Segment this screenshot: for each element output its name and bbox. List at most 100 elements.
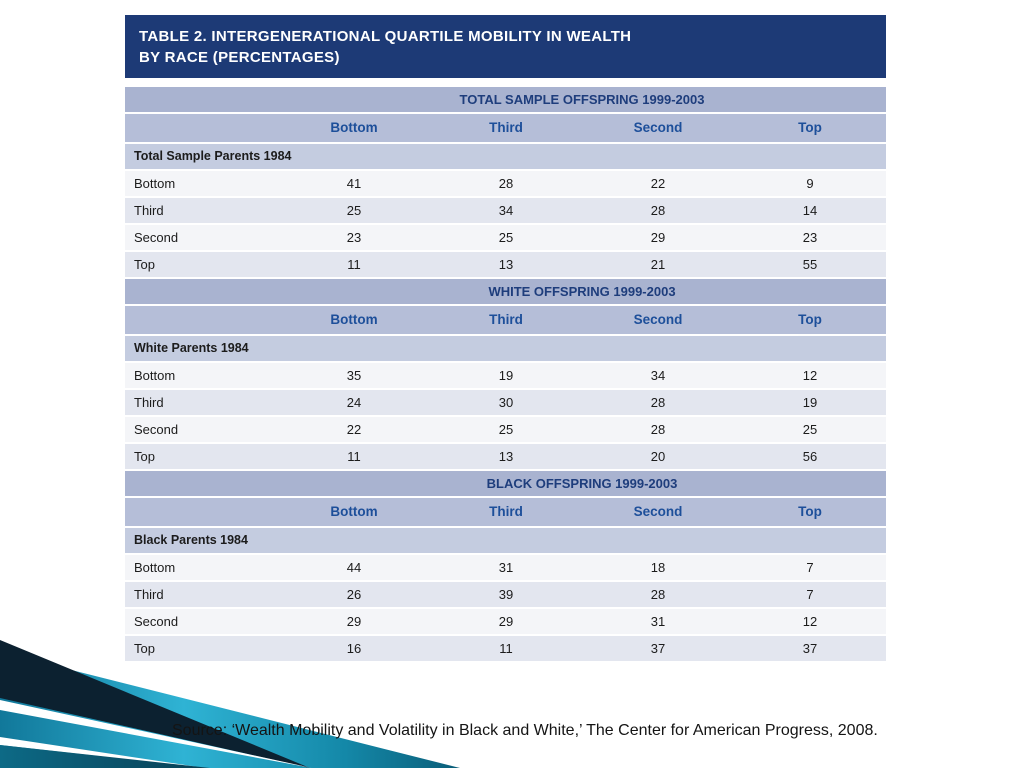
value-cell: 37 (802, 641, 818, 656)
value-cell: 13 (498, 257, 514, 272)
value-cell: 25 (498, 230, 514, 245)
value-cell: 23 (346, 230, 362, 245)
value-cell: 9 (806, 176, 814, 191)
value-cell: 35 (346, 368, 362, 383)
row-label: Bottom (134, 560, 176, 575)
value-cell: 7 (806, 560, 814, 575)
row-label: Bottom (134, 176, 176, 191)
value-cell: 11 (347, 449, 361, 464)
table-title-line2: BY RACE (PERCENTAGES) (139, 49, 340, 66)
section-header: WHITE OFFSPRING 1999-2003 (125, 279, 886, 306)
value-cell: 24 (346, 395, 362, 410)
swoosh-teal-band (0, 652, 460, 768)
table-sections-container: TOTAL SAMPLE OFFSPRING 1999-2003 Bottom Th… (125, 87, 886, 663)
table-title-line1: TABLE 2. INTERGENERATIONAL QUARTILE MOBI… (139, 28, 632, 45)
column-header-row: Bottom Third Second Top (125, 114, 886, 144)
table-row: Top 11 13 20 56 (125, 444, 886, 471)
column-header: Second (633, 120, 683, 135)
column-header-row: Bottom Third Second Top (125, 306, 886, 336)
column-header: Bottom (330, 120, 378, 135)
table-row: Top 11 13 21 55 (125, 252, 886, 279)
row-label: Second (134, 422, 179, 437)
group-label-row: Total Sample Parents 1984 (125, 144, 886, 171)
column-header: Top (798, 312, 822, 327)
value-cell: 29 (498, 614, 514, 629)
column-header: Third (489, 504, 523, 519)
column-header-row: Bottom Third Second Top (125, 498, 886, 528)
table-row: Bottom 35 19 34 12 (125, 363, 886, 390)
value-cell: 13 (498, 449, 514, 464)
column-header: Top (798, 504, 822, 519)
column-header: Third (489, 120, 523, 135)
value-cell: 41 (346, 176, 362, 191)
row-label: Bottom (134, 368, 176, 383)
value-cell: 25 (498, 422, 514, 437)
value-cell: 19 (802, 395, 818, 410)
value-cell: 23 (802, 230, 818, 245)
value-cell: 56 (802, 449, 818, 464)
value-cell: 20 (650, 449, 666, 464)
value-cell: 31 (650, 614, 666, 629)
value-cell: 28 (650, 203, 666, 218)
row-label: Top (134, 257, 155, 272)
swoosh-white-slash (0, 700, 312, 768)
table-row: Second 22 25 28 25 (125, 417, 886, 444)
value-cell: 11 (347, 257, 361, 272)
row-label: Second (134, 230, 179, 245)
section-header: BLACK OFFSPRING 1999-2003 (125, 471, 886, 498)
table-row: Second 23 25 29 23 (125, 225, 886, 252)
value-cell: 30 (498, 395, 514, 410)
value-cell: 7 (806, 587, 814, 602)
value-cell: 18 (650, 560, 666, 575)
value-cell: 37 (650, 641, 666, 656)
value-cell: 21 (650, 257, 666, 272)
value-cell: 12 (802, 614, 818, 629)
table-row: Bottom 44 31 18 7 (125, 555, 886, 582)
value-cell: 31 (498, 560, 514, 575)
mobility-table: TABLE 2. INTERGENERATIONAL QUARTILE MOBI… (125, 15, 886, 663)
swoosh-dark-wedge (0, 640, 310, 768)
row-label: Third (134, 203, 164, 218)
column-header: Bottom (330, 504, 378, 519)
value-cell: 34 (650, 368, 666, 383)
table-row: Third 26 39 28 7 (125, 582, 886, 609)
value-cell: 19 (498, 368, 514, 383)
value-cell: 22 (650, 176, 666, 191)
value-cell: 14 (802, 203, 818, 218)
swoosh-teal-lower (0, 745, 210, 768)
value-cell: 25 (346, 203, 362, 218)
table-section: WHITE OFFSPRING 1999-2003 Bottom Third Seco… (125, 279, 886, 471)
column-header: Third (489, 312, 523, 327)
table-row: Third 24 30 28 19 (125, 390, 886, 417)
group-label-row: White Parents 1984 (125, 336, 886, 363)
table-row: Bottom 41 28 22 9 (125, 171, 886, 198)
value-cell: 28 (650, 422, 666, 437)
row-label: Third (134, 395, 164, 410)
value-cell: 39 (498, 587, 514, 602)
row-label: Top (134, 641, 155, 656)
value-cell: 34 (498, 203, 514, 218)
column-header: Bottom (330, 312, 378, 327)
swoosh-white-slash-2 (0, 737, 205, 768)
column-header-empty (125, 498, 278, 526)
source-note: Source: ‘Wealth Mobility and Volatility … (172, 722, 878, 739)
row-label: Second (134, 614, 179, 629)
value-cell: 11 (499, 641, 513, 656)
value-cell: 44 (346, 560, 362, 575)
value-cell: 16 (346, 641, 362, 656)
table-row: Second 29 29 31 12 (125, 609, 886, 636)
row-label: Third (134, 587, 164, 602)
value-cell: 22 (346, 422, 362, 437)
value-cell: 55 (802, 257, 818, 272)
column-header-empty (125, 306, 278, 334)
value-cell: 25 (802, 422, 818, 437)
row-label: Top (134, 449, 155, 464)
value-cell: 28 (650, 395, 666, 410)
value-cell: 12 (802, 368, 818, 383)
value-cell: 26 (346, 587, 362, 602)
table-row: Third 25 34 28 14 (125, 198, 886, 225)
value-cell: 28 (498, 176, 514, 191)
column-header: Second (633, 504, 683, 519)
